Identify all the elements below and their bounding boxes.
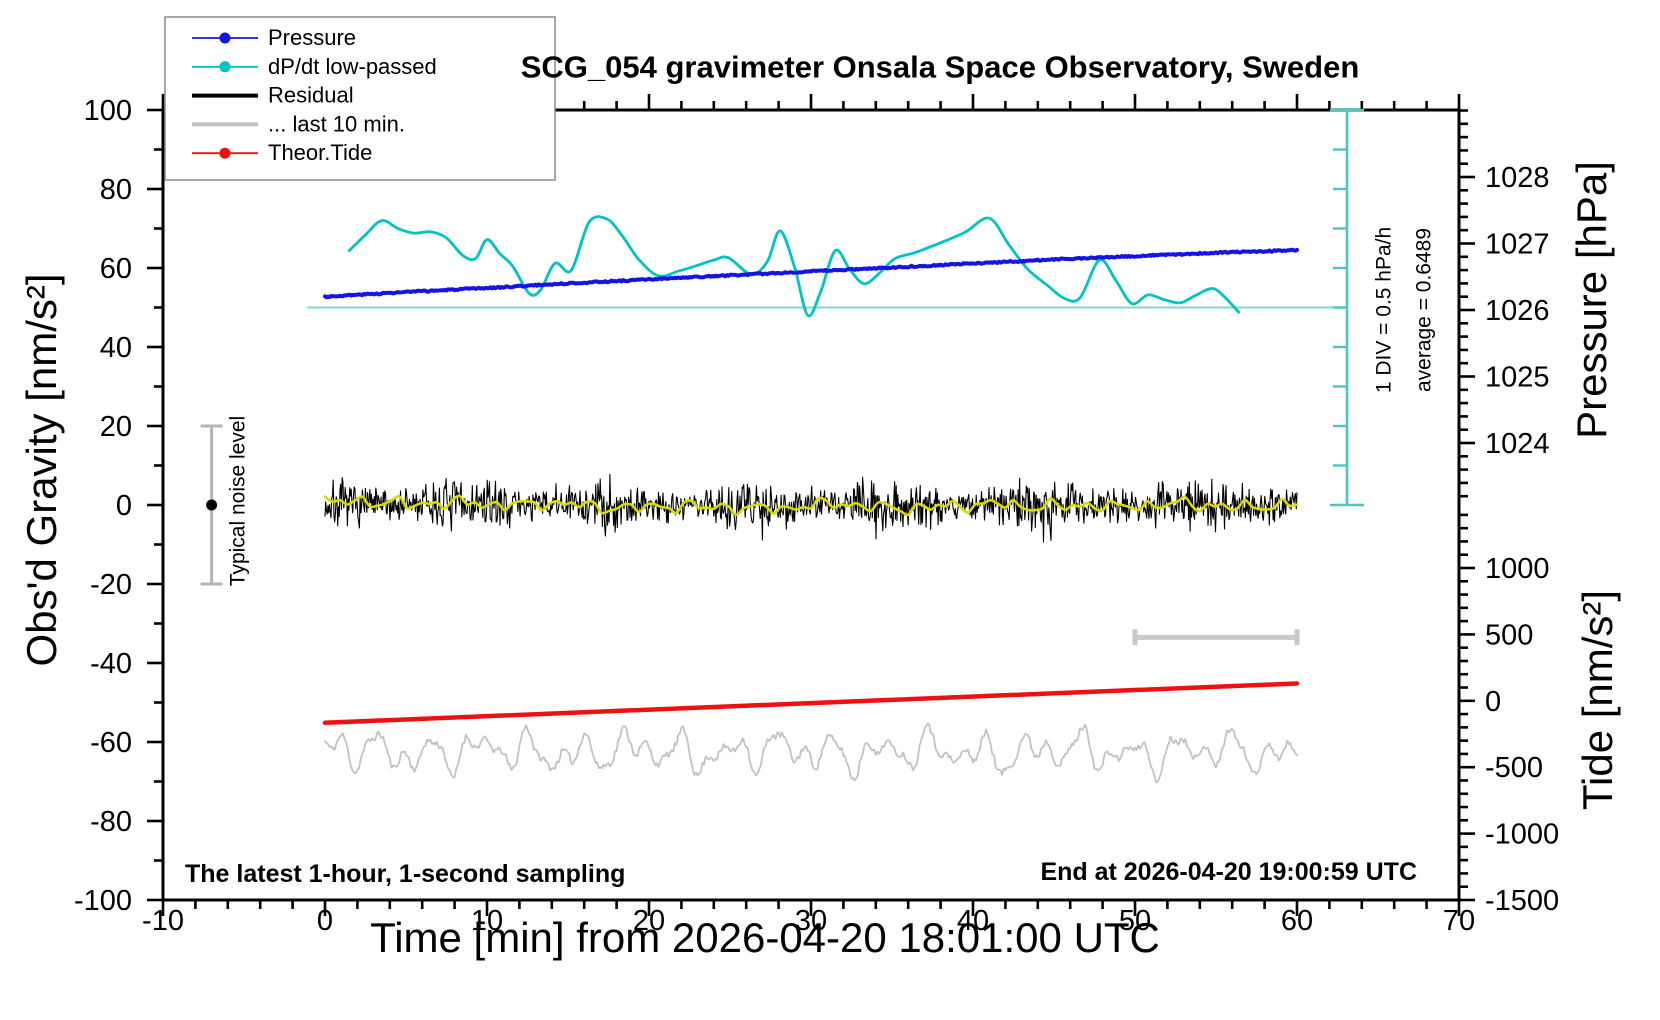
x-tick-label: 50 (1119, 905, 1151, 937)
gravity-tick-label: 80 (100, 174, 132, 206)
tide-tick-label: -1000 (1485, 819, 1559, 851)
tide-tick-label: 0 (1485, 686, 1501, 718)
last-10-min-line (324, 722, 1298, 784)
x-tick-label: 10 (471, 905, 503, 937)
legend-label: Pressure (268, 25, 356, 50)
div-scale-annotation: 1 DIV = 0.5 hPa/h (1372, 226, 1396, 394)
gravity-tick-label: -60 (90, 727, 132, 759)
gravity-tick-label: 20 (100, 411, 132, 443)
end-time-annotation: End at 2026-04-20 19:00:59 UTC (1040, 858, 1417, 886)
pressure-tick-label: 1028 (1485, 162, 1550, 194)
chart-title: SCG_054 gravimeter Onsala Space Observat… (520, 49, 1360, 85)
gravity-tick-label: 60 (100, 253, 132, 285)
x-axis-label: Time [min] from 2026-04-20 18:01:00 UTC (370, 914, 1160, 961)
residual-line (324, 473, 1298, 543)
x-tick-label: 30 (795, 905, 827, 937)
residual-smoothed-line (323, 494, 1299, 517)
left-axis-label: Obs'd Gravity [nm/s²] (18, 273, 65, 667)
pressure-line (323, 247, 1299, 300)
gravity-tick-label: 40 (100, 332, 132, 364)
legend-label: ... last 10 min. (268, 111, 405, 136)
gravity-tick-label: -100 (74, 885, 132, 917)
tide-tick-label: 1000 (1485, 553, 1550, 585)
dpdt-line (347, 215, 1241, 318)
gravity-tick-label: -40 (90, 648, 132, 680)
x-tick-label: 60 (1281, 905, 1313, 937)
theor-tide-line (322, 681, 1300, 725)
x-tick-label: 70 (1443, 905, 1475, 937)
gravity-tick-label: -80 (90, 806, 132, 838)
pressure-tick-label: 1025 (1485, 362, 1550, 394)
average-annotation: average = 0.6489 (1412, 227, 1436, 393)
legend-label: Theor.Tide (268, 140, 372, 165)
sampling-annotation: The latest 1-hour, 1-second sampling (185, 860, 626, 888)
gravity-tick-label: 0 (116, 490, 132, 522)
gravity-tick-label: -20 (90, 569, 132, 601)
tide-axis-label: Tide [nm/s²] (1574, 589, 1621, 811)
pressure-tick-label: 1027 (1485, 229, 1550, 261)
tide-tick-label: 500 (1485, 619, 1533, 651)
legend-sample-dot (219, 147, 231, 159)
legend-label: dP/dt low-passed (268, 54, 437, 79)
x-tick-label: 20 (633, 905, 665, 937)
x-tick-label: 40 (957, 905, 989, 937)
pressure-tick-label: 1026 (1485, 295, 1550, 327)
noise-level-annotation: Typical noise level (226, 415, 250, 587)
tide-tick-label: -500 (1485, 752, 1543, 784)
pressure-tick-label: 1024 (1485, 428, 1550, 460)
legend-label: Residual (268, 83, 354, 108)
legend-sample-dot (219, 32, 231, 44)
gravity-tick-label: 100 (84, 95, 132, 127)
noise-bar-dot (206, 499, 218, 511)
x-tick-label: 0 (317, 905, 333, 937)
tide-tick-label: -1500 (1485, 885, 1559, 917)
pressure-axis-label: Pressure [hPa] (1568, 161, 1615, 439)
x-tick-label: -10 (142, 905, 184, 937)
legend-sample-dot (219, 61, 231, 73)
